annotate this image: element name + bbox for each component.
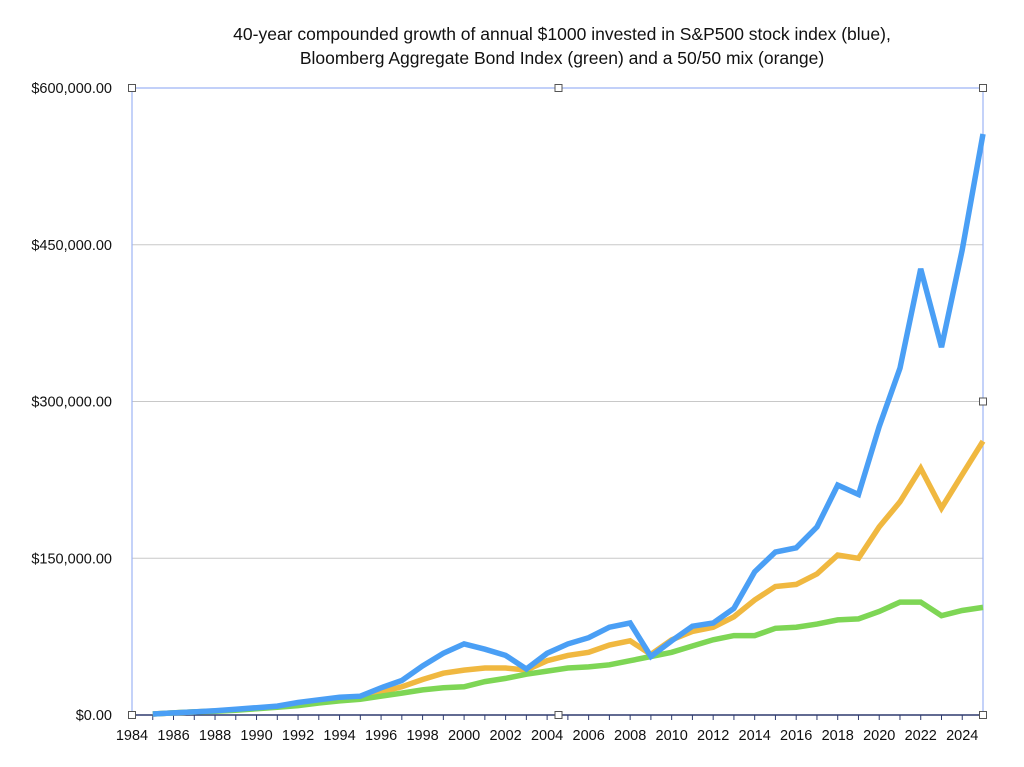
x-tick-label: 1986	[157, 728, 189, 744]
y-tick-label: $0.00	[76, 708, 112, 724]
y-tick-label: $600,000.00	[31, 81, 112, 97]
x-tick-label: 1994	[323, 728, 355, 744]
y-axis-tick-labels: $0.00 $150,000.00 $300,000.00 $450,000.00 $6…	[31, 81, 112, 724]
x-tick-label: 2020	[863, 728, 895, 744]
x-tick-label: 2006	[573, 728, 605, 744]
selection-handle	[979, 397, 987, 406]
selection-handle	[979, 84, 987, 92]
y-tick-label: $150,000.00	[31, 551, 112, 567]
x-axis: 1984 1986 1988 1990 1992 1994 1996 1998 2000 2002…	[116, 714, 983, 744]
x-tick-label: 2018	[822, 728, 854, 744]
chart-title: 40-year compounded growth of annual $100…	[0, 22, 1024, 70]
x-tick-label: 2016	[780, 728, 812, 744]
series-lines	[152, 133, 986, 717]
x-tick-label: 2008	[614, 728, 646, 744]
x-tick-label: 1992	[282, 728, 314, 744]
selection-handle	[554, 84, 563, 92]
x-tick-label: 1984	[116, 728, 148, 744]
selection-handle	[128, 84, 136, 92]
selection-handle	[554, 711, 563, 719]
x-tick-label: 2000	[448, 728, 480, 744]
x-tick-label: 1990	[240, 728, 272, 744]
selection-handle	[979, 711, 987, 719]
gridlines	[132, 244, 983, 559]
selection-handle	[128, 711, 136, 719]
x-tick-label: 2002	[489, 728, 521, 744]
x-tick-label: 1996	[365, 728, 397, 744]
chart-title-line-1: 40-year compounded growth of annual $100…	[233, 24, 891, 44]
y-tick-label: $450,000.00	[31, 238, 112, 254]
series-line-s-p500-stock-index	[152, 133, 986, 717]
x-tick-label: 1998	[406, 728, 438, 744]
chart-title-line-2: Bloomberg Aggregate Bond Index (green) a…	[299, 48, 825, 68]
series-line-50-50-mix	[152, 439, 986, 717]
selection-handles	[128, 84, 987, 719]
x-tick-label: 1988	[199, 728, 231, 744]
x-tick-label: 2010	[656, 728, 688, 744]
x-tick-label: 2012	[697, 728, 729, 744]
x-tick-label: 2022	[905, 728, 937, 744]
y-tick-label: $300,000.00	[31, 395, 112, 411]
x-tick-label: 2014	[739, 728, 771, 744]
x-tick-label: 2024	[946, 728, 978, 744]
x-tick-label: 2004	[531, 728, 563, 744]
